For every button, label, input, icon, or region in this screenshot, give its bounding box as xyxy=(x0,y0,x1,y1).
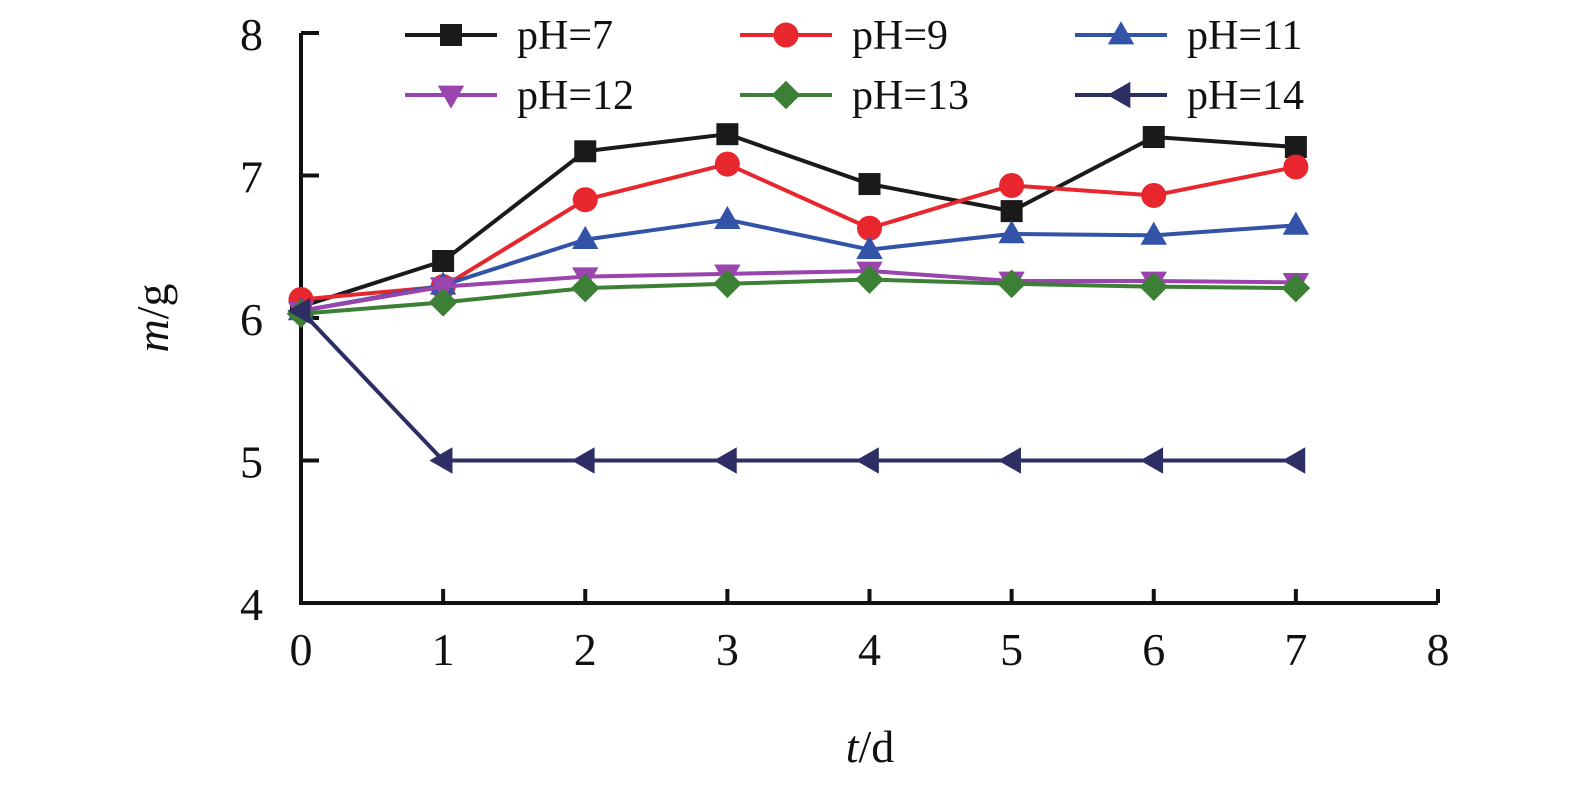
x-tick-label: 5 xyxy=(1000,624,1023,675)
data-point xyxy=(998,220,1025,244)
data-point xyxy=(855,265,884,294)
legend-item: pH=7 xyxy=(405,13,613,59)
x-tick-label: 1 xyxy=(432,624,455,675)
data-point xyxy=(1284,136,1307,158)
series-line xyxy=(299,309,1296,463)
legend-label: pH=12 xyxy=(517,73,634,119)
data-point xyxy=(572,187,598,213)
y-axis-title: m/g xyxy=(127,283,178,352)
legend: pH=7 pH=9 pH=11 pH=12 pH=13 pH=14 xyxy=(405,13,1304,119)
x-tick-label: 8 xyxy=(1427,624,1450,675)
data-point xyxy=(429,447,453,474)
data-point xyxy=(1140,221,1167,245)
data-point xyxy=(713,447,737,474)
data-point xyxy=(1281,273,1311,303)
x-tick-label: 3 xyxy=(716,624,739,675)
legend-item: pH=13 xyxy=(740,73,969,119)
data-point xyxy=(574,140,597,163)
legend-label: pH=14 xyxy=(1187,73,1304,119)
data-point xyxy=(287,297,311,325)
data-point xyxy=(572,225,599,249)
legend-item: pH=14 xyxy=(1075,73,1304,119)
x-tick-label: 7 xyxy=(1284,624,1307,675)
series-pH=13 xyxy=(286,265,1311,329)
legend-marker xyxy=(771,80,801,110)
legend-marker xyxy=(1107,81,1131,109)
legend-item: pH=12 xyxy=(405,73,634,119)
data-point xyxy=(855,447,879,474)
series-layer xyxy=(286,123,1311,474)
data-point xyxy=(432,250,455,272)
legend-item: pH=11 xyxy=(1075,13,1302,59)
data-point xyxy=(997,447,1021,474)
x-axis-title: t/d xyxy=(846,721,895,772)
data-point xyxy=(1140,447,1164,474)
series-line xyxy=(300,277,1296,316)
x-tick-label: 6 xyxy=(1142,624,1165,675)
data-point xyxy=(1139,272,1169,301)
legend-label: pH=7 xyxy=(517,13,613,59)
data-point xyxy=(571,447,595,474)
legend-label: pH=9 xyxy=(852,13,948,59)
data-point xyxy=(714,151,740,177)
data-point xyxy=(1141,182,1167,208)
axes: 0 1 2 3 4 5 6 7 8 4 5 6 7 8 xyxy=(240,9,1450,675)
data-point xyxy=(713,269,742,299)
legend-marker xyxy=(437,85,465,109)
data-point xyxy=(1142,126,1165,149)
legend-label: pH=11 xyxy=(1187,13,1302,59)
series-line xyxy=(300,162,1297,302)
legend-marker xyxy=(1107,21,1135,45)
data-point xyxy=(997,269,1026,299)
x-tick-label: 4 xyxy=(858,624,881,675)
data-point xyxy=(570,273,600,303)
x-tick-label: 0 xyxy=(290,624,313,675)
x-tick-label: 2 xyxy=(574,624,597,675)
series-line xyxy=(300,217,1297,313)
data-point xyxy=(428,288,458,317)
series-pH=14 xyxy=(287,297,1306,474)
data-point xyxy=(1282,447,1306,474)
data-point xyxy=(1282,211,1310,235)
legend-label: pH=13 xyxy=(852,73,969,119)
data-point xyxy=(1000,200,1023,223)
legend-marker xyxy=(773,22,799,48)
y-tick-label: 7 xyxy=(240,152,263,203)
legend-item: pH=9 xyxy=(740,13,948,59)
y-tick-label: 4 xyxy=(240,579,263,630)
data-point xyxy=(999,172,1025,198)
legend-marker xyxy=(440,24,462,46)
y-tick-label: 6 xyxy=(240,294,263,345)
data-point xyxy=(716,123,739,146)
data-point xyxy=(857,215,882,241)
y-tick-label: 8 xyxy=(240,9,263,60)
data-point xyxy=(714,205,741,230)
series-line xyxy=(300,268,1296,313)
data-point xyxy=(856,235,883,259)
data-point xyxy=(858,173,881,196)
y-tick-label: 5 xyxy=(240,437,263,488)
data-point xyxy=(1283,154,1309,180)
series-line xyxy=(300,132,1297,309)
